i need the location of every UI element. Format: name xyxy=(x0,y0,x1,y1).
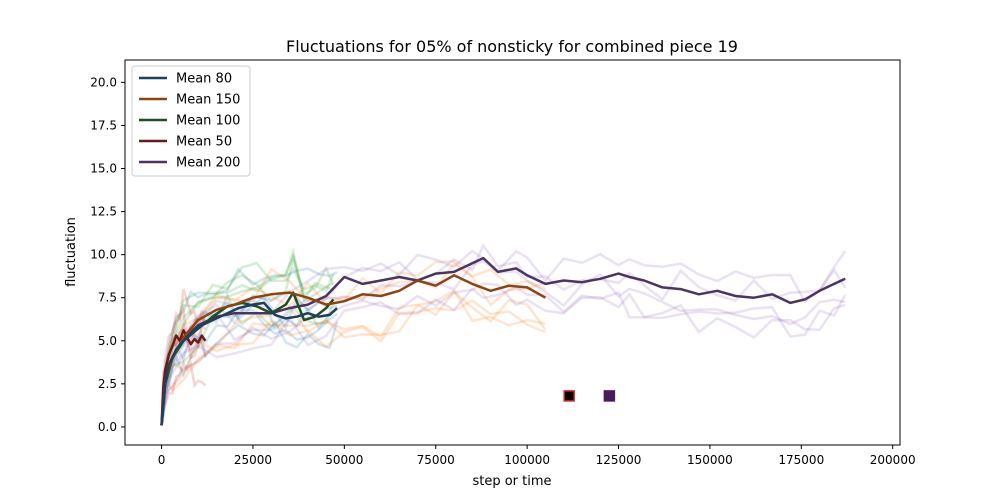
point-markers xyxy=(563,390,616,402)
run-trace xyxy=(160,282,846,426)
x-tick-label: 50000 xyxy=(325,453,363,467)
legend-label: Mean 100 xyxy=(176,114,240,129)
x-tick-label: 175000 xyxy=(778,453,824,467)
series-line xyxy=(160,274,547,426)
x-tick-label: 0 xyxy=(158,453,166,467)
y-tick-label: 7.5 xyxy=(98,291,117,305)
run-trace xyxy=(160,288,546,426)
y-tick-label: 2.5 xyxy=(98,377,117,391)
x-axis-label: step or time xyxy=(472,474,551,489)
y-tick-label: 20.0 xyxy=(90,75,117,89)
run-trace xyxy=(160,290,547,426)
x-tick-label: 150000 xyxy=(687,453,733,467)
series-line xyxy=(160,256,846,426)
x-tick-label: 100000 xyxy=(504,453,550,467)
run-trace xyxy=(160,319,339,426)
x-tick-label: 125000 xyxy=(596,453,642,467)
run-trace xyxy=(160,261,335,426)
run-trace xyxy=(160,285,847,426)
y-tick-label: 10.0 xyxy=(90,248,117,262)
legend: Mean 80 Mean 150 Mean 100 Mean 50 Mean 200 xyxy=(131,65,251,177)
y-tick-label: 17.5 xyxy=(90,118,117,132)
x-axis: 0 25000 50000 75000 100000 125000 150000 175000… xyxy=(158,445,916,467)
legend-label: Mean 200 xyxy=(176,156,240,171)
run-trace xyxy=(160,253,334,426)
y-tick-label: 15.0 xyxy=(90,162,117,176)
legend-label: Mean 150 xyxy=(176,93,240,108)
point-marker xyxy=(563,390,575,402)
mean-lines xyxy=(160,256,846,426)
run-trace xyxy=(160,242,847,426)
series-line xyxy=(160,329,207,426)
y-tick-label: 12.5 xyxy=(90,205,117,219)
plot-frame xyxy=(124,59,901,446)
run-trace xyxy=(160,295,338,426)
run-trace xyxy=(160,359,207,426)
run-trace xyxy=(160,300,335,426)
point-marker xyxy=(603,390,616,402)
y-tick-label: 0.0 xyxy=(98,420,117,434)
legend-box xyxy=(131,65,251,177)
run-trace xyxy=(160,267,338,426)
y-axis-label: fluctuation xyxy=(64,217,79,287)
run-trace xyxy=(160,261,546,426)
chart-title: Fluctuations for 05% of nonsticky for co… xyxy=(286,37,738,56)
y-tick-label: 5.0 xyxy=(98,334,117,348)
run-trace xyxy=(160,249,847,426)
legend-label: Mean 80 xyxy=(176,72,232,87)
legend-label: Mean 50 xyxy=(176,135,232,150)
series-line xyxy=(160,301,338,426)
x-tick-label: 25000 xyxy=(234,453,272,467)
run-trace xyxy=(160,299,546,426)
run-bands xyxy=(160,242,847,426)
x-tick-label: 200000 xyxy=(870,453,916,467)
y-axis: 0.0 2.5 5.0 7.5 10.0 12.5 15.0 17.5 20.0 xyxy=(90,75,125,434)
x-tick-label: 75000 xyxy=(417,453,455,467)
